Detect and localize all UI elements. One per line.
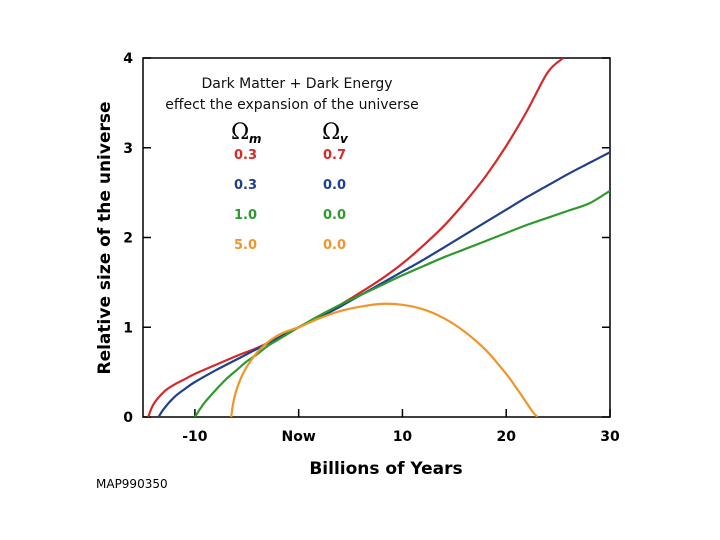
series-line-2 [193,189,610,417]
y-tick-label: 1 [123,320,133,336]
y-tick-label: 4 [123,51,133,67]
legend-omega-m-value: 1.0 [234,208,257,223]
series-lines [147,58,610,417]
y-axis: 0 1 2 3 4 [123,51,610,426]
svg-text:Ω: Ω [322,120,340,145]
legend-header-omega-v: Ω v [322,120,349,146]
legend-omega-m-value: 5.0 [234,238,257,253]
svg-text:m: m [249,132,262,146]
legend-omega-v-value: 0.0 [323,208,346,223]
y-axis-title: Relative size of the universe [95,101,115,374]
svg-text:Ω: Ω [231,120,249,145]
series-line-3 [230,302,539,417]
y-tick-label: 2 [123,231,133,247]
x-axis-title: Billions of Years [309,459,462,479]
annotation-line-1: Dark Matter + Dark Energy [202,76,393,92]
x-tick-label: -10 [182,429,208,445]
figure-credit: MAP990350 [96,477,168,491]
legend: 0.3 0.7 0.3 0.0 1.0 0.0 5.0 0.0 [234,148,346,253]
x-tick-label: 10 [393,429,413,445]
legend-omega-m-value: 0.3 [234,148,257,163]
x-axis: -10 Now 10 20 30 [182,409,620,445]
x-tick-label: 30 [600,429,620,445]
legend-omega-v-value: 0.7 [323,148,346,163]
legend-omega-v-value: 0.0 [323,238,346,253]
legend-header-omega-m: Ω m [231,120,262,146]
svg-text:v: v [340,132,349,146]
y-tick-label: 3 [123,141,133,157]
legend-omega-m-value: 0.3 [234,178,257,193]
annotation-line-2: effect the expansion of the universe [165,97,419,113]
y-tick-label: 0 [123,410,133,426]
x-tick-label: 20 [496,429,516,445]
legend-omega-v-value: 0.0 [323,178,346,193]
x-tick-label: Now [282,429,316,445]
